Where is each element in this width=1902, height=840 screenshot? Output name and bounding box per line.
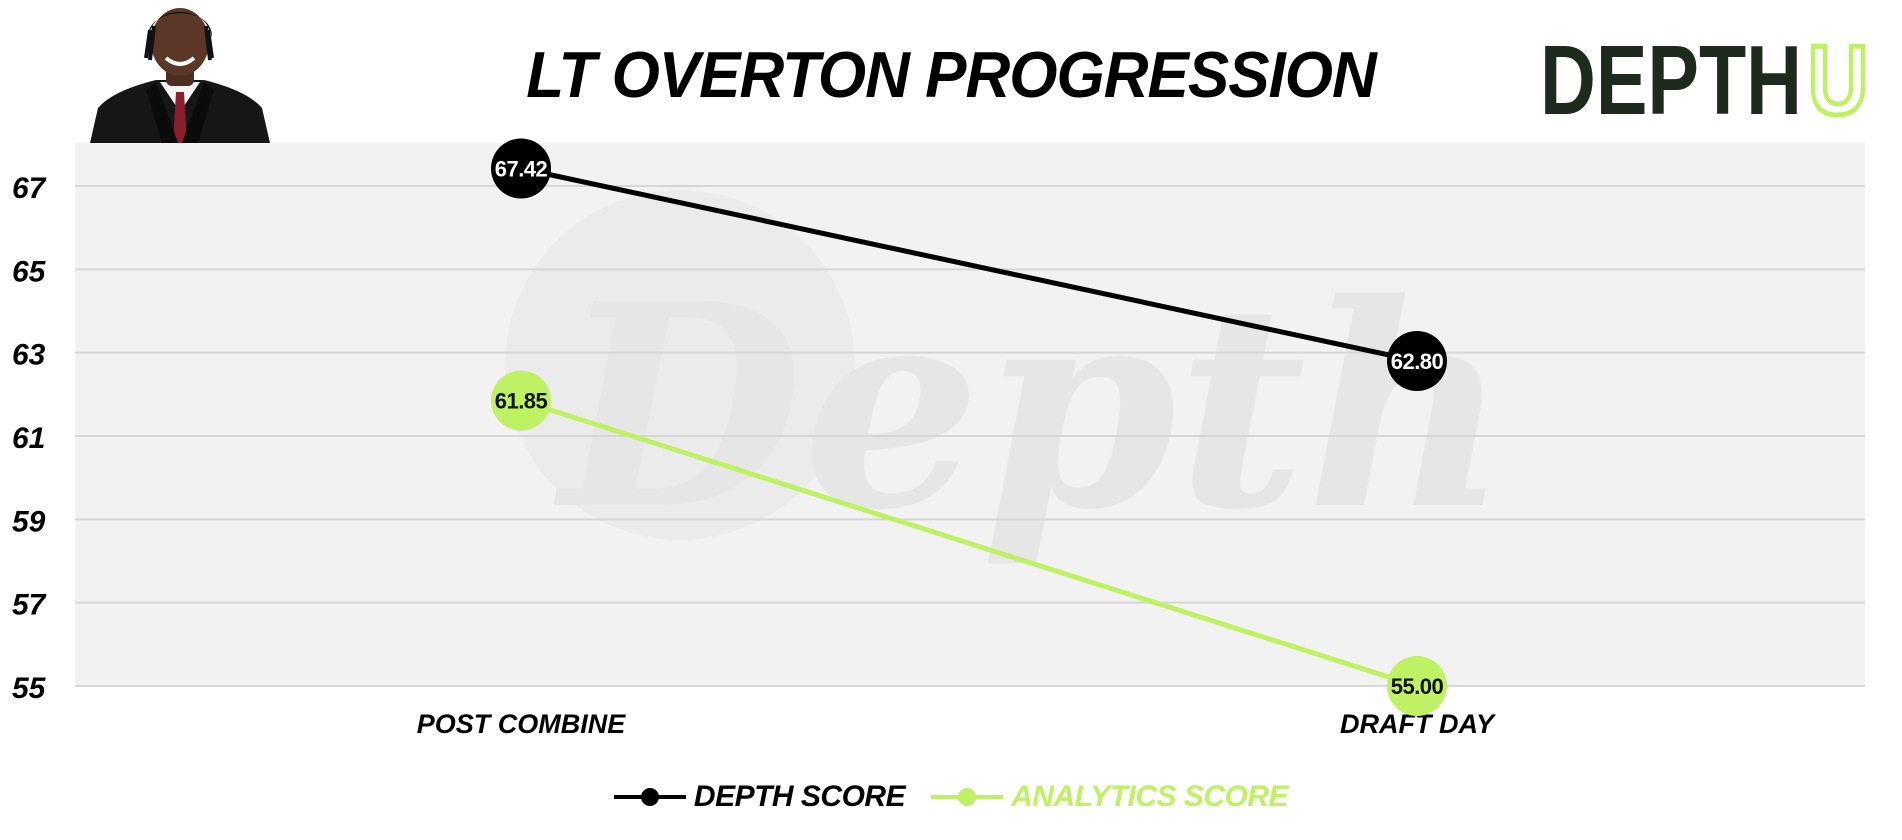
legend-swatch-analytics bbox=[931, 788, 1004, 806]
data-point bbox=[1387, 656, 1447, 716]
series-line-1 bbox=[520, 398, 1418, 689]
page-title: LT OVERTON PROGRESSION bbox=[526, 39, 1377, 112]
series-group: 67.42 62.80 61.85 55.00 bbox=[491, 138, 1447, 716]
y-tick-label: 57 bbox=[12, 589, 47, 622]
player-photo bbox=[90, 8, 270, 143]
y-axis: 55 57 59 61 63 65 67 bbox=[12, 172, 47, 705]
legend-swatch-depth bbox=[613, 788, 686, 806]
legend: DEPTH SCORE ANALYTICS SCORE bbox=[0, 780, 1902, 814]
watermark-text: Depth bbox=[551, 243, 1509, 572]
y-tick-label: 63 bbox=[12, 339, 46, 372]
data-point bbox=[1387, 331, 1447, 391]
series-line-0 bbox=[520, 166, 1418, 364]
data-label: 55.00 bbox=[1391, 674, 1444, 699]
logo-accent-text: U bbox=[1808, 34, 1868, 124]
data-point bbox=[491, 370, 551, 431]
data-label: 61.85 bbox=[495, 389, 548, 414]
y-tick-label: 59 bbox=[12, 505, 46, 538]
watermark: Depth bbox=[505, 190, 1510, 572]
y-tick-label: 67 bbox=[12, 172, 47, 205]
legend-item-analytics: ANALYTICS SCORE bbox=[931, 780, 1289, 814]
legend-label-depth: DEPTH SCORE bbox=[693, 780, 906, 813]
y-tick-label: 61 bbox=[12, 422, 45, 455]
plot-background bbox=[75, 143, 1865, 686]
x-tick-label: POST COMBINE bbox=[417, 709, 627, 739]
data-label: 67.42 bbox=[495, 157, 548, 182]
x-axis: POST COMBINE DRAFT DAY bbox=[417, 709, 1497, 739]
y-tick-label: 65 bbox=[12, 255, 47, 288]
logo-main-text: DEPTH bbox=[1540, 34, 1802, 124]
legend-label-analytics: ANALYTICS SCORE bbox=[1011, 780, 1289, 813]
y-tick-label: 55 bbox=[12, 672, 47, 705]
depthu-logo: DEPTH U bbox=[1540, 34, 1870, 124]
data-point bbox=[491, 138, 551, 199]
gridlines bbox=[75, 185, 1865, 687]
legend-item-depth: DEPTH SCORE bbox=[613, 780, 906, 814]
data-label: 62.80 bbox=[1391, 349, 1444, 374]
